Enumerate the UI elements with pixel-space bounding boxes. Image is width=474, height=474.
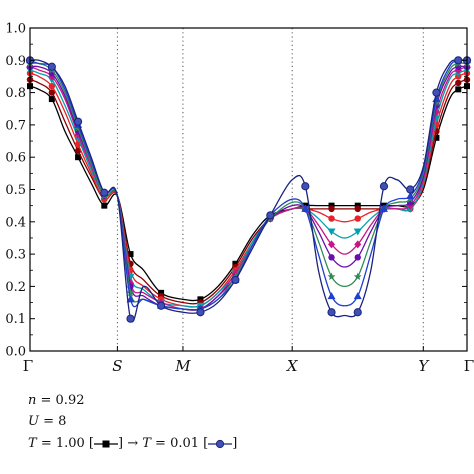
point-s7-24 (379, 204, 388, 212)
ytick-label-6: 0.6 (5, 151, 26, 166)
point-s0-2 (48, 96, 55, 103)
point-s8-28 (432, 88, 441, 97)
point-s8-2 (47, 62, 56, 71)
ytick-label-3: 0.3 (5, 248, 26, 263)
legend-t-label: T (28, 436, 37, 451)
series-0 (27, 83, 470, 303)
ytick-label-4: 0.4 (5, 215, 26, 230)
legend-t: T = 1.00 [ ] → T = 0.01 [ ] (28, 436, 237, 451)
point-s8-12 (196, 308, 205, 317)
xtick-label-2: M (174, 357, 191, 375)
ytick-label-0: 0.0 (5, 345, 26, 360)
series-8 (25, 56, 472, 323)
point-s8-20 (327, 308, 336, 317)
point-s3-20 (327, 228, 336, 236)
xtick-label-3: X (286, 357, 299, 375)
series-line-5 (29, 65, 468, 311)
point-s8-18 (301, 182, 310, 191)
point-s7-22 (353, 292, 362, 300)
point-s8-22 (353, 308, 362, 317)
point-s8-30 (454, 56, 463, 65)
point-s7-18 (301, 204, 310, 212)
point-s0-12 (197, 296, 204, 303)
point-s5-22 (354, 254, 361, 261)
point-s0-10 (158, 289, 165, 296)
point-s0-6 (101, 202, 108, 209)
point-s8-6 (100, 188, 109, 197)
series-1 (26, 76, 471, 306)
ytick-label-2: 0.2 (5, 280, 26, 295)
point-s8-16 (266, 211, 275, 220)
series-line-4 (29, 66, 468, 311)
xtick-label-0: Γ (23, 357, 33, 375)
point-s1-2 (48, 89, 56, 96)
series-7 (26, 56, 471, 313)
point-s7-20 (327, 292, 336, 300)
point-s1-20 (328, 205, 335, 213)
point-s7-8 (126, 295, 135, 303)
series-line-3 (29, 69, 468, 308)
axis-layer: 0.0 0.1 0.2 0.3 0.4 0.5 0.6 0.7 0.8 0.9 1.0 Γ S M X Y Γ (5, 22, 474, 376)
legend-t-second: = 0.01 [ (155, 436, 209, 451)
point-s8-26 (406, 185, 415, 194)
legend-u-label: U (28, 414, 39, 429)
point-s0-28 (433, 134, 440, 141)
point-s7-26 (406, 191, 415, 199)
series-line-0 (29, 85, 468, 302)
point-s0-20 (328, 202, 335, 209)
vertical-dotted-lines (116, 28, 424, 351)
point-s0-4 (75, 154, 82, 161)
point-s8-24 (379, 182, 389, 191)
series-layer (25, 56, 472, 323)
ytick-label-8: 0.8 (5, 86, 26, 101)
legend-u-value: = 8 (43, 414, 67, 429)
point-s5-20 (328, 254, 335, 261)
plot-frame (29, 27, 468, 352)
series-line-2 (29, 72, 468, 308)
point-s3-22 (353, 228, 362, 236)
xtick-label-1: S (112, 357, 122, 375)
ytick-label-7: 0.7 (5, 118, 26, 133)
legend-t-first: = 1.00 [ (40, 436, 94, 451)
series-3 (26, 66, 471, 310)
ytick-label-1: 0.1 (5, 312, 26, 327)
point-s4-20 (328, 240, 336, 249)
ytick-label-9: 0.9 (5, 54, 26, 69)
legend-square-marker (94, 440, 118, 447)
point-s2-20 (328, 215, 335, 222)
point-s0-22 (354, 202, 361, 209)
point-s6-20 (327, 272, 336, 281)
point-s8-10 (157, 301, 166, 310)
legend-n-label: n (28, 393, 37, 408)
point-s6-8 (126, 288, 135, 297)
point-s0-30 (455, 86, 462, 93)
point-s2-22 (354, 215, 361, 222)
xtick-label-5: Γ (464, 357, 474, 375)
point-s6-22 (353, 272, 362, 281)
legend-open-circle-marker (208, 439, 233, 448)
point-s8-14 (231, 275, 240, 285)
point-s8-4 (73, 117, 83, 126)
legend-t-label-2: T (142, 436, 151, 451)
point-s0-8 (127, 251, 134, 258)
legend-n-value: = 0.92 (40, 393, 85, 408)
point-s0-14 (232, 260, 239, 267)
ytick-label-5: 0.5 (5, 183, 26, 198)
point-s8-8 (126, 314, 135, 323)
legend-n: n = 0.92 (28, 393, 85, 408)
series-2 (26, 70, 471, 309)
legend-t-mid: ] → (118, 436, 143, 451)
ytick-label-10: 1.0 (5, 22, 26, 37)
point-s2-2 (48, 82, 56, 90)
legend-u: U = 8 (28, 414, 66, 429)
point-s1-30 (455, 79, 462, 87)
xtick-label-4: Y (418, 357, 430, 375)
legend-t-end: ] (232, 436, 238, 451)
point-s4-22 (354, 240, 362, 249)
point-s1-22 (354, 205, 361, 213)
